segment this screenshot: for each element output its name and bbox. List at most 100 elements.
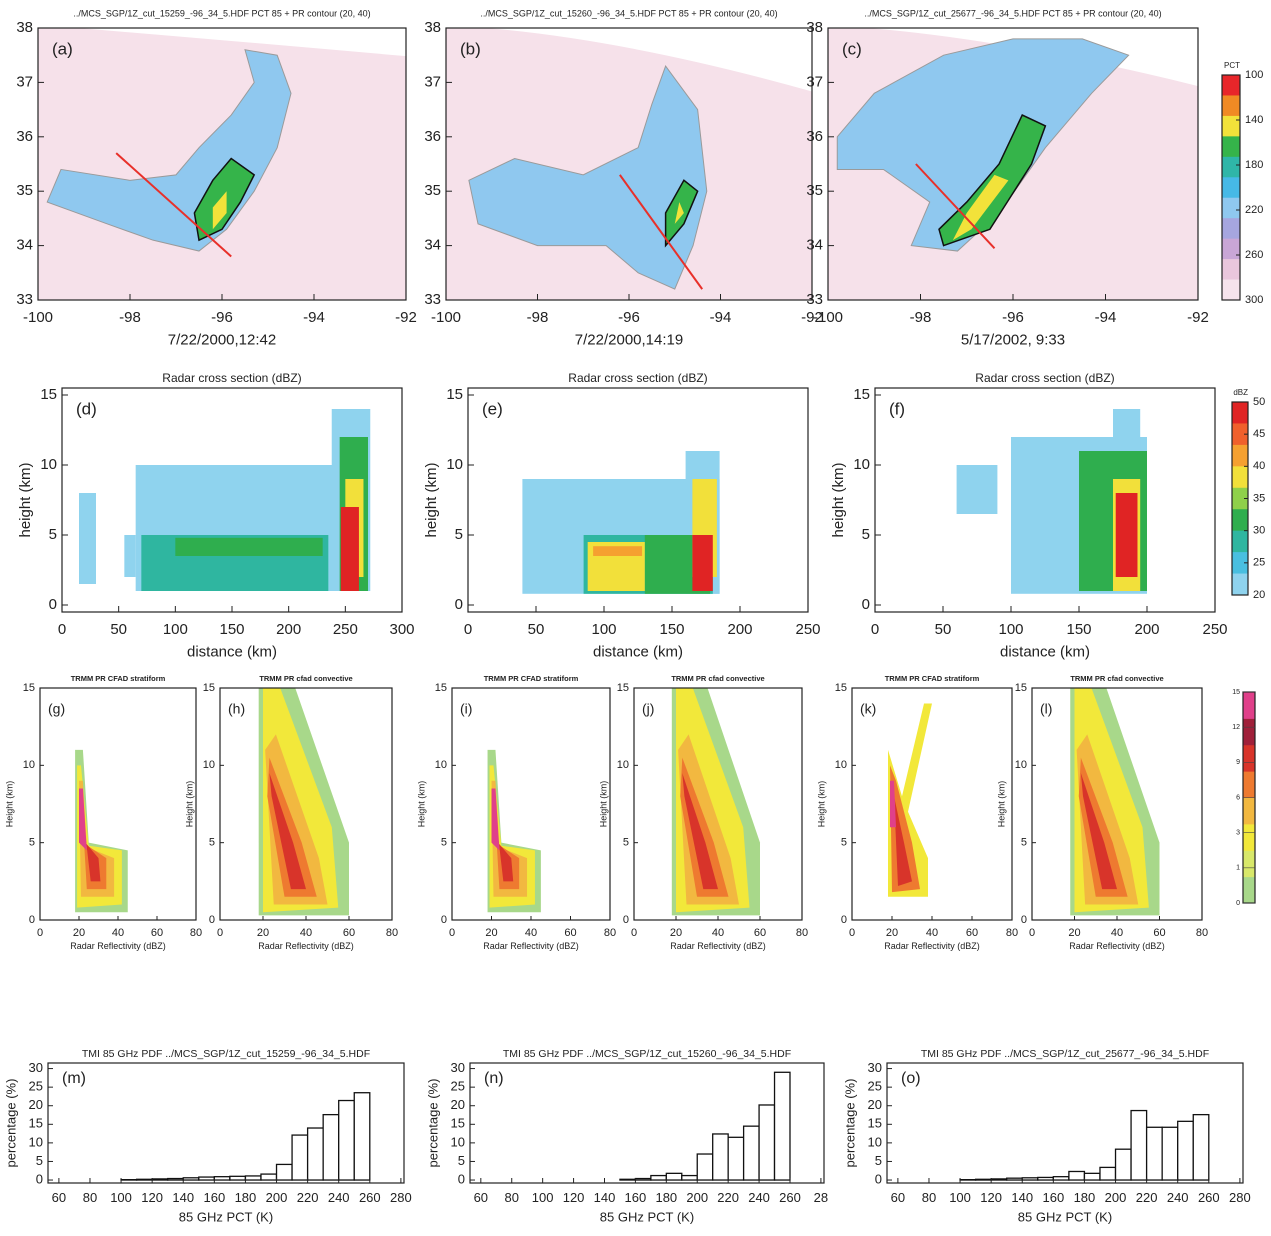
echo: [692, 535, 713, 591]
x-tick-label: 80: [922, 1190, 936, 1205]
chart-title: ../MCS_SGP/1Z_cut_25677_-96_34_5.HDF PCT…: [864, 8, 1161, 18]
histogram-bar: [773, 1071, 791, 1181]
panel-label: (m): [62, 1070, 86, 1087]
x-tick-label: 150: [219, 621, 244, 638]
y-tick-label: 10: [451, 1134, 465, 1149]
x-tick-label: 40: [926, 927, 938, 939]
x-tick-label: 260: [1198, 1190, 1220, 1205]
x-tick-label: 50: [935, 621, 952, 638]
chart-title: TRMM PR CFAD stratiform: [71, 674, 166, 683]
x-axis-label: distance (km): [1000, 643, 1090, 660]
x-tick-label: 50: [110, 621, 127, 638]
echo: [593, 546, 643, 556]
x-tick-label: 250: [333, 621, 358, 638]
x-tick-label: 60: [52, 1190, 66, 1205]
y-tick-label: 0: [841, 914, 847, 926]
y-tick-label: 10: [446, 456, 463, 473]
y-tick-label: 5: [862, 526, 870, 543]
y-tick-label: 35: [806, 182, 823, 199]
y-axis-label: Height (km): [4, 781, 14, 828]
panel-label: (h): [228, 701, 245, 717]
x-tick-label: 200: [686, 1190, 708, 1205]
x-tick-label: -98: [910, 309, 932, 326]
panel-label: (e): [482, 399, 503, 418]
y-tick-label: 38: [16, 19, 33, 36]
panel-cross_section: 0 50 100 150 200 250 300 0 5 10 15 Radar cross sect…: [17, 371, 415, 660]
y-tick-label: 10: [617, 759, 629, 771]
x-tick-label: 0: [1029, 927, 1035, 939]
x-tick-label: 0: [871, 621, 879, 638]
x-tick-label: 20: [73, 927, 85, 939]
histogram-bar: [634, 1177, 652, 1181]
x-tick-label: 180: [1074, 1190, 1096, 1205]
colorbar-level-label: 9: [1236, 759, 1240, 766]
frequency-contour: [493, 796, 514, 882]
x-tick-label: -98: [527, 309, 549, 326]
frequency-contour: [894, 796, 912, 886]
colorbar-segment: [1232, 530, 1248, 553]
y-tick-label: 30: [29, 1060, 43, 1075]
histogram-bar: [696, 1153, 714, 1181]
x-tick-label: 60: [1153, 927, 1165, 939]
y-tick-label: 0: [875, 1171, 882, 1186]
x-tick-label: 280: [390, 1190, 412, 1205]
y-tick-label: 37: [424, 73, 441, 90]
x-tick-label: -96: [1002, 309, 1024, 326]
colorbar-segment: [1243, 850, 1255, 878]
histogram-bar: [151, 1178, 169, 1181]
colorbar-tick-label: 300: [1245, 294, 1263, 306]
chart-title: TMI 85 GHz PDF ../MCS_SGP/1Z_cut_25677_-…: [921, 1048, 1209, 1060]
x-tick-label: 160: [203, 1190, 225, 1205]
y-tick-label: 0: [623, 914, 629, 926]
x-tick-label: 20: [485, 927, 497, 939]
x-tick-label: 160: [625, 1190, 647, 1205]
colorbar-segment: [1232, 552, 1248, 575]
x-tick-label: 60: [966, 927, 978, 939]
x-axis-label: Radar Reflectivity (dBZ): [70, 941, 166, 951]
colorbar-level-label: 12: [1232, 724, 1240, 731]
y-tick-label: 0: [1021, 914, 1027, 926]
x-tick-label: 240: [1167, 1190, 1189, 1205]
x-tick-label: 150: [1066, 621, 1091, 638]
x-tick-label: 100: [949, 1190, 971, 1205]
y-tick-label: 5: [49, 526, 57, 543]
histogram-bar: [1130, 1109, 1148, 1181]
x-tick-label: 80: [796, 927, 808, 939]
echo: [175, 537, 323, 556]
panel-label: (f): [889, 399, 905, 418]
x-tick-label: 140: [1011, 1190, 1033, 1205]
cold-region: [468, 65, 708, 290]
panel-cross_section: 0 50 100 150 200 250 0 5 10 15 Radar cross section…: [830, 371, 1265, 660]
x-axis-label: distance (km): [187, 643, 277, 660]
y-tick-label: 0: [29, 914, 35, 926]
y-tick-label: 10: [853, 456, 870, 473]
y-tick-label: 10: [23, 759, 35, 771]
colorbar-tick-label: 20: [1253, 589, 1265, 601]
colorbar-segment: [1232, 402, 1248, 424]
x-axis-label: 85 GHz PCT (K): [600, 1210, 694, 1225]
colorbar-segment: [1222, 259, 1240, 281]
x-tick-label: 80: [505, 1190, 519, 1205]
y-tick-label: 37: [806, 73, 823, 90]
x-tick-label: 0: [58, 621, 66, 638]
y-tick-label: 5: [458, 1153, 465, 1168]
histogram-bar: [182, 1177, 200, 1181]
colorbar-tick-label: 45: [1253, 428, 1265, 440]
y-tick-label: 20: [29, 1097, 43, 1112]
histogram-bar: [990, 1178, 1008, 1181]
x-axis-label: Radar Reflectivity (dBZ): [670, 941, 766, 951]
x-tick-label: 40: [1111, 927, 1123, 939]
plot-area: [619, 1071, 791, 1181]
x-axis-label: 85 GHz PCT (K): [179, 1210, 273, 1225]
x-axis-label: 7/22/2000,14:19: [575, 331, 683, 348]
x-tick-label: 60: [151, 927, 163, 939]
x-tick-label: 300: [389, 621, 414, 638]
y-tick-label: 36: [16, 128, 33, 145]
colorbar-segment: [1222, 95, 1240, 117]
frequency-contour: [80, 796, 101, 882]
chart-title: Radar cross section (dBZ): [162, 371, 301, 385]
y-axis-label: Height (km): [598, 781, 608, 828]
colorbar-segment: [1232, 573, 1248, 596]
x-axis-label: distance (km): [593, 643, 683, 660]
